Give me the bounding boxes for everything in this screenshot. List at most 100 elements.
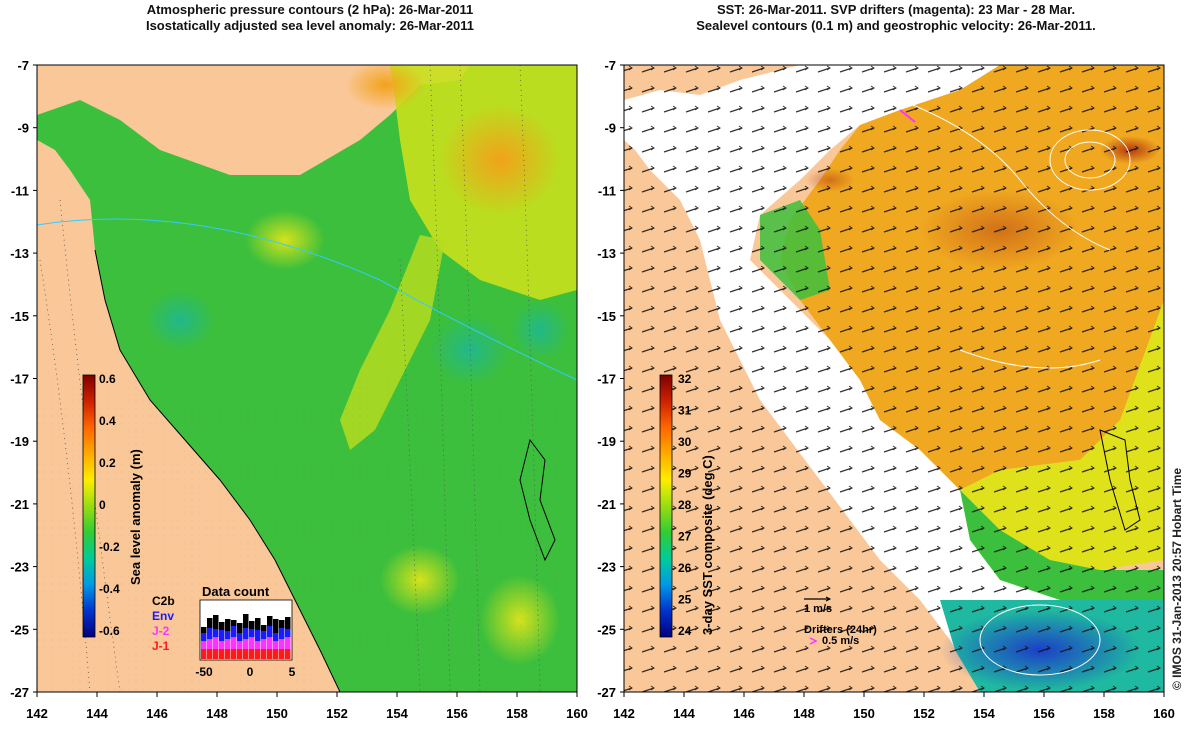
sla-colorbar-label: Sea level anomaly (m) — [128, 449, 143, 585]
imos-credit: © IMOS 31-Jan-2013 20:57 Hobart Time — [1170, 467, 1184, 690]
data-count-bar — [279, 620, 285, 628]
left-y-axis: -7 -9 -11 -13 -15 -17 -19 -21 -23 -25 -27 — [10, 58, 37, 700]
data-count-bar — [279, 649, 285, 659]
right-title-line2: Sealevel contours (0.1 m) and geostrophi… — [696, 18, 1096, 33]
colorbar-tick-label: 29 — [678, 467, 692, 481]
drifters-scale-label: 0.5 m/s — [822, 635, 859, 647]
data-count-bar — [213, 637, 219, 649]
svp-drifter-track — [899, 109, 916, 123]
data-count-bar — [231, 649, 237, 659]
y-tick-label: -9 — [604, 121, 616, 136]
y-tick-label: -11 — [598, 183, 616, 198]
data-count-bar — [231, 626, 237, 637]
data-count-bar — [279, 639, 285, 649]
colorbar-tick-label: 30 — [678, 435, 692, 449]
data-count-bar — [285, 617, 291, 629]
data-count-bar — [219, 622, 225, 630]
right-map-area — [624, 65, 1164, 692]
data-count-bar — [201, 627, 207, 633]
y-tick-label: -15 — [597, 309, 616, 324]
sla-colorbar-ticks: 0.6 0.4 0.2 0 -0.2 -0.4 -0.6 — [99, 372, 120, 638]
data-count-bar — [225, 649, 231, 659]
data-count-bar — [219, 641, 225, 649]
colorbar-tick-label: 24 — [678, 624, 692, 638]
colorbar-tick-label: 0 — [99, 498, 106, 512]
y-tick-label: -27 — [597, 685, 616, 700]
colorbar-tick-label: -0.2 — [99, 540, 120, 554]
data-count-legend-entry: J-2 — [152, 624, 170, 638]
data-count-bar — [243, 639, 249, 649]
y-tick-label: -21 — [597, 497, 616, 512]
data-count-bar — [201, 641, 207, 649]
sst-colorbar — [659, 374, 673, 638]
data-count-x-axis: -50 0 5 — [195, 665, 295, 679]
colorbar-tick-label: 27 — [678, 530, 692, 544]
y-tick-label: -17 — [10, 372, 29, 387]
left-title-line1: Atmospheric pressure contours (2 hPa): 2… — [146, 2, 474, 17]
left-dots — [37, 380, 577, 692]
data-count-bar — [225, 631, 231, 639]
data-count-bar — [207, 649, 213, 659]
data-count-bar — [255, 630, 261, 641]
data-count-bar — [243, 614, 249, 628]
x-tick-label: 160 — [566, 706, 588, 721]
data-count-legend-entry: Env — [152, 609, 174, 623]
left-high-anomaly — [440, 105, 560, 215]
data-count-bar — [231, 637, 237, 649]
x-tick-label: 150 — [853, 706, 875, 721]
right-reef-outline — [1099, 429, 1141, 531]
x-tick-label: 148 — [206, 706, 228, 721]
velocity-scale-label: 1 m/s — [804, 603, 832, 615]
colorbar-tick-label: 0.4 — [99, 414, 116, 428]
data-count-bar — [261, 639, 267, 649]
data-count-x-tick: 0 — [247, 665, 254, 679]
data-count-bar — [219, 649, 225, 659]
data-count-bar — [279, 628, 285, 639]
data-count-bar — [249, 629, 255, 637]
data-count-bar — [267, 626, 273, 637]
x-tick-label: 146 — [146, 706, 168, 721]
drifter-scale-arrow — [809, 637, 818, 645]
left-high-anomaly-2 — [345, 65, 425, 110]
colorbar-tick-label: 0.6 — [99, 372, 116, 386]
data-count-bar — [207, 618, 213, 628]
data-count-bar — [255, 618, 261, 630]
x-tick-label: 144 — [86, 706, 108, 721]
data-count-legend-entry: J-1 — [152, 639, 170, 653]
left-title-line2: Isostatically adjusted sea level anomaly… — [145, 18, 475, 33]
data-count-bar — [243, 649, 249, 659]
x-tick-label: 144 — [673, 706, 695, 721]
colorbar-tick-label: -0.4 — [99, 582, 120, 596]
colorbar-tick-label: 28 — [678, 498, 692, 512]
y-tick-label: -13 — [597, 246, 616, 261]
y-tick-label: -11 — [11, 183, 29, 198]
y-tick-label: -9 — [17, 121, 29, 136]
velocity-scale-arrowhead — [825, 596, 832, 602]
data-count-bar — [237, 633, 243, 641]
data-count-bar — [201, 633, 207, 641]
y-tick-label: -19 — [597, 434, 616, 449]
data-count-bar — [231, 620, 237, 626]
data-count-bar — [255, 641, 261, 649]
left-teal-blob-2 — [145, 290, 215, 350]
data-count-title: Data count — [202, 584, 270, 599]
data-count-bar — [225, 619, 231, 631]
x-tick-label: 142 — [26, 706, 48, 721]
y-tick-label: -15 — [10, 309, 29, 324]
sealevel-contours — [899, 99, 1131, 676]
data-count-bar — [273, 619, 279, 633]
data-count-bar — [267, 649, 273, 659]
data-count-bar — [237, 641, 243, 649]
data-count-bar — [261, 631, 267, 639]
colorbar-tick-label: -0.6 — [99, 624, 120, 638]
right-map-title: SST: 26-Mar-2011. SVP drifters (magenta)… — [626, 2, 1166, 34]
x-tick-label: 154 — [973, 706, 995, 721]
y-tick-label: -19 — [10, 434, 29, 449]
data-count-bar — [261, 625, 267, 631]
x-tick-label: 156 — [1033, 706, 1055, 721]
data-count-bar — [267, 637, 273, 649]
data-count-bar — [285, 649, 291, 659]
data-count-bar — [237, 649, 243, 659]
